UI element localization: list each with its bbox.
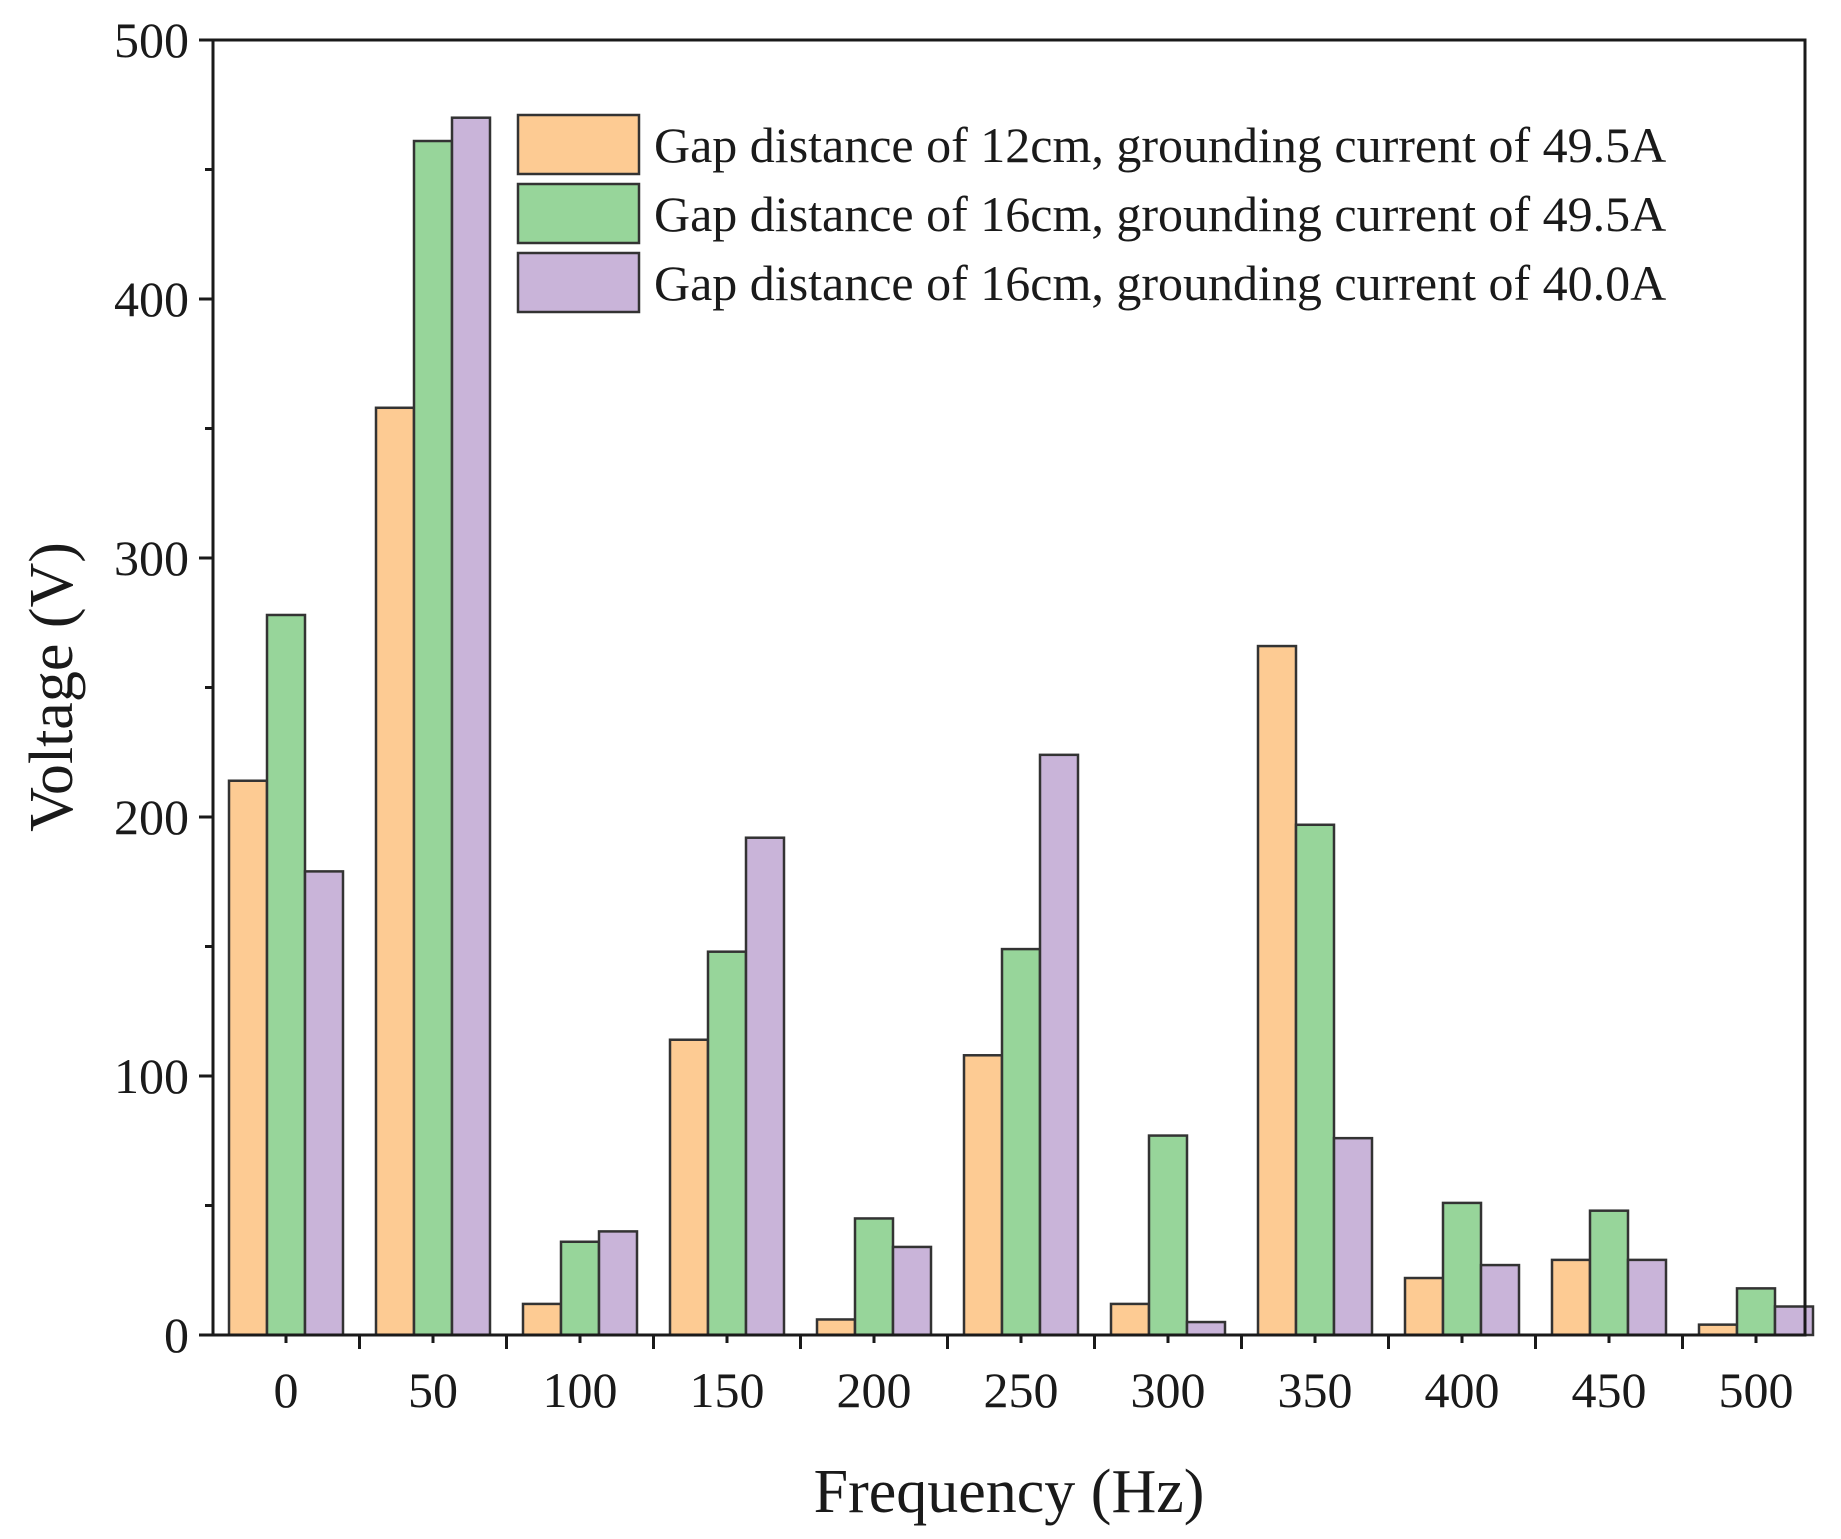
y-tick-label: 500 [114, 12, 189, 68]
x-tick-label: 200 [837, 1362, 912, 1418]
x-tick-label: 300 [1131, 1362, 1206, 1418]
bar-50hz-series-3 [450, 116, 492, 1337]
y-tick-label: 100 [114, 1048, 189, 1104]
bar-100hz-series-2 [559, 1240, 601, 1337]
x-tick-label: 100 [543, 1362, 618, 1418]
bar-150hz-series-2 [706, 950, 748, 1337]
bar-300hz-series-3 [1185, 1320, 1227, 1337]
bar-250hz-series-1 [962, 1054, 1004, 1337]
bar-450hz-series-3 [1626, 1258, 1668, 1337]
bar-450hz-series-1 [1550, 1258, 1592, 1337]
bar-150hz-series-3 [744, 836, 786, 1337]
y-tick-label: 300 [114, 530, 189, 586]
bar-100hz-series-1 [521, 1302, 563, 1337]
bar-500hz-series-3 [1773, 1305, 1815, 1337]
bar-200hz-series-1 [815, 1318, 857, 1337]
bar-350hz-series-1 [1256, 644, 1298, 1337]
y-tick-label: 0 [164, 1307, 189, 1363]
bar-100hz-series-3 [597, 1230, 639, 1337]
bar-0hz-series-3 [303, 870, 345, 1337]
x-tick-label: 500 [1719, 1362, 1794, 1418]
x-axis-title: Frequency (Hz) [814, 1458, 1205, 1526]
bar-300hz-series-2 [1147, 1134, 1189, 1337]
bar-400hz-series-1 [1403, 1276, 1445, 1337]
bars-group [227, 116, 1815, 1337]
tick-labels: 0 100 200 300 400 500 0 50 100 150 200 250 300 350 400… [114, 12, 1794, 1418]
bar-0hz-series-2 [265, 613, 307, 1337]
x-tick-label: 50 [408, 1362, 458, 1418]
bar-0hz-series-1 [227, 779, 269, 1337]
x-tick-label: 400 [1425, 1362, 1500, 1418]
bar-50hz-series-1 [374, 406, 416, 1337]
x-tick-label: 350 [1278, 1362, 1353, 1418]
x-tick-label: 450 [1572, 1362, 1647, 1418]
legend-swatch-3 [516, 251, 641, 314]
bar-200hz-series-2 [853, 1217, 895, 1337]
bar-250hz-series-3 [1038, 753, 1080, 1337]
legend-label-3: Gap distance of 16cm, grounding current … [654, 255, 1666, 311]
legend: Gap distance of 12cm, grounding current … [516, 113, 1666, 314]
y-tick-label: 400 [114, 271, 189, 327]
legend-label-1: Gap distance of 12cm, grounding current … [654, 117, 1666, 173]
y-tick-label: 200 [114, 789, 189, 845]
x-tick-label: 0 [274, 1362, 299, 1418]
x-tick-label: 250 [984, 1362, 1059, 1418]
legend-swatch-1 [516, 113, 641, 176]
x-tick-label: 150 [690, 1362, 765, 1418]
legend-swatch-2 [516, 182, 641, 245]
bar-300hz-series-1 [1109, 1302, 1151, 1337]
bar-50hz-series-2 [412, 139, 454, 1337]
bar-350hz-series-2 [1294, 823, 1336, 1337]
bar-350hz-series-3 [1332, 1136, 1374, 1337]
legend-label-2: Gap distance of 16cm, grounding current … [654, 186, 1666, 242]
bar-450hz-series-2 [1588, 1209, 1630, 1337]
bar-500hz-series-1 [1697, 1323, 1739, 1337]
plot-frame [211, 38, 1807, 1337]
bar-500hz-series-2 [1735, 1287, 1777, 1337]
bar-150hz-series-1 [668, 1038, 710, 1337]
y-axis-title: Voltage (V) [18, 542, 86, 832]
bar-400hz-series-2 [1441, 1201, 1483, 1337]
bar-400hz-series-3 [1479, 1263, 1521, 1337]
bar-200hz-series-3 [891, 1245, 933, 1337]
bar-250hz-series-2 [1000, 947, 1042, 1337]
